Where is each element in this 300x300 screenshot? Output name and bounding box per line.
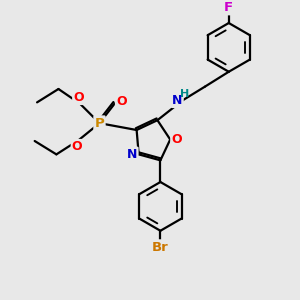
Text: O: O xyxy=(171,133,182,146)
Text: O: O xyxy=(72,140,83,153)
Text: F: F xyxy=(224,1,233,14)
Text: P: P xyxy=(94,117,104,130)
Text: Br: Br xyxy=(152,241,169,254)
Text: O: O xyxy=(74,91,84,104)
Text: N: N xyxy=(172,94,182,107)
Text: O: O xyxy=(116,95,127,108)
Text: N: N xyxy=(127,148,137,161)
Text: H: H xyxy=(180,89,190,99)
